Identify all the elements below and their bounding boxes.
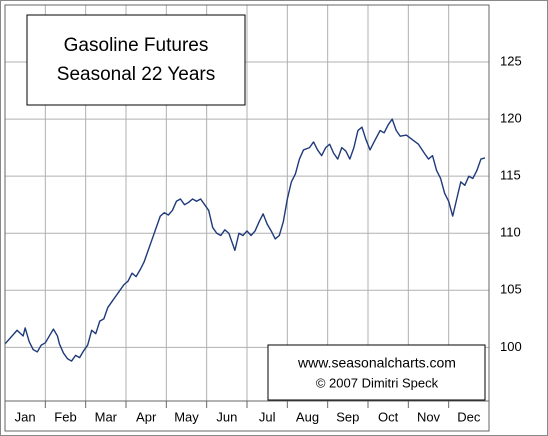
x-tick-label: Dec xyxy=(457,409,481,424)
y-tick-label: 120 xyxy=(500,111,522,126)
credit-box xyxy=(267,344,486,401)
x-tick-label: Mar xyxy=(95,409,118,424)
y-tick-label: 110 xyxy=(500,225,521,240)
x-tick-label: Jun xyxy=(216,409,237,424)
x-tick-label: Jul xyxy=(259,409,276,424)
y-tick-label: 105 xyxy=(500,282,522,297)
x-tick-label: Apr xyxy=(136,409,157,424)
x-tick-label: Sep xyxy=(336,409,359,424)
y-tick-label: 115 xyxy=(500,168,521,183)
series-line xyxy=(4,118,486,362)
x-tick-label: Nov xyxy=(417,409,441,424)
x-tick-label: Jan xyxy=(15,409,36,424)
y-tick-label: 125 xyxy=(500,53,522,68)
x-tick-label: Feb xyxy=(54,409,76,424)
title-box xyxy=(26,14,246,106)
annotation: www.seasonalcharts.com xyxy=(297,355,456,371)
chart-title: Gasoline Futures xyxy=(64,35,209,56)
x-tick-label: May xyxy=(174,409,199,424)
x-tick-label: Oct xyxy=(378,409,399,424)
plot xyxy=(4,118,486,362)
annotation: © 2007 Dimitri Speck xyxy=(316,375,439,390)
x-tick-label: Aug xyxy=(296,409,319,424)
y-tick-label: 100 xyxy=(500,339,522,354)
chart-subtitle: Seasonal 22 Years xyxy=(57,64,215,85)
